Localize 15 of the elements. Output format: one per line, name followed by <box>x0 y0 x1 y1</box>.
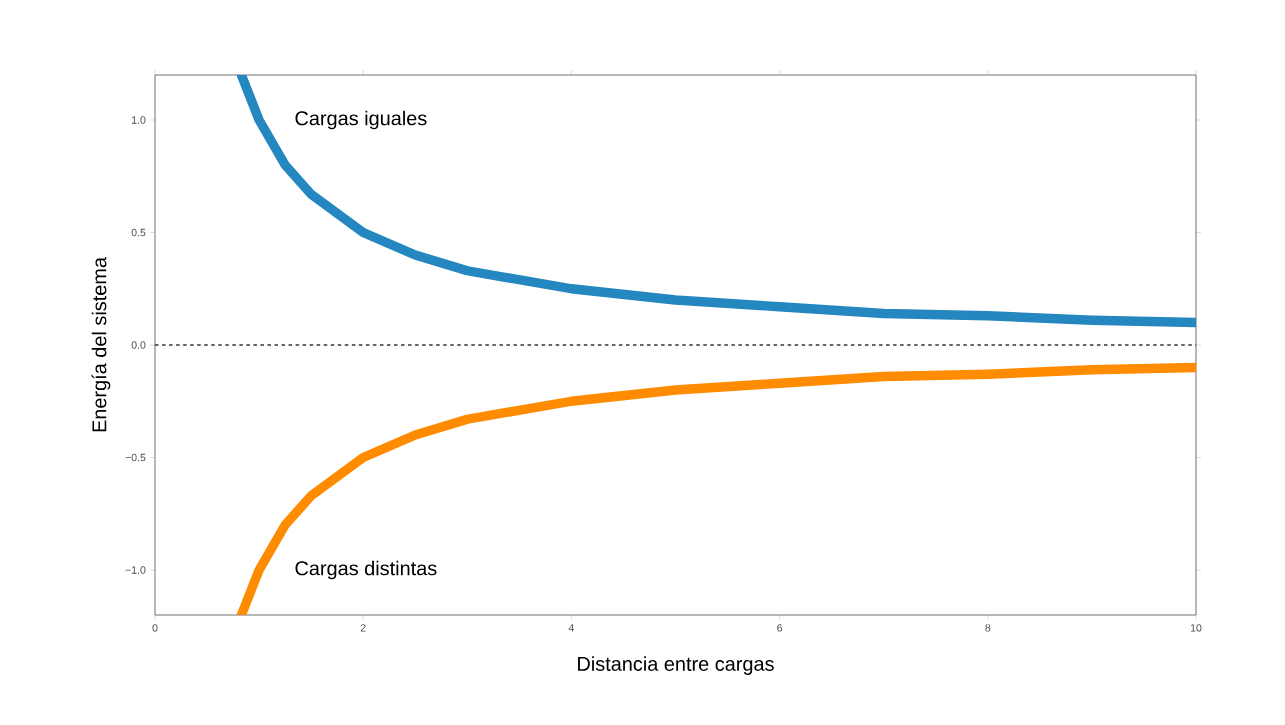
x-axis-title: Distancia entre cargas <box>578 656 774 675</box>
series-label: Cargas iguales <box>295 110 427 130</box>
x-tick-label: 0 <box>152 624 158 632</box>
y-tick-label: 0.0 <box>131 341 146 349</box>
x-tick-label: 10 <box>1190 624 1202 632</box>
y-tick-label: −0.5 <box>125 453 146 462</box>
x-tick-label: 2 <box>360 624 366 632</box>
x-tick-label: 6 <box>777 624 783 632</box>
x-tick-label: 8 <box>985 624 991 632</box>
y-tick-label: 1.0 <box>132 116 146 124</box>
y-tick-label: −1.0 <box>125 566 146 574</box>
x-tick-label: 4 <box>568 624 575 632</box>
series-label: Cargas distintas <box>295 560 437 580</box>
y-axis-title: Energía del sistema <box>91 257 111 432</box>
y-tick-label: 0.5 <box>131 228 146 237</box>
